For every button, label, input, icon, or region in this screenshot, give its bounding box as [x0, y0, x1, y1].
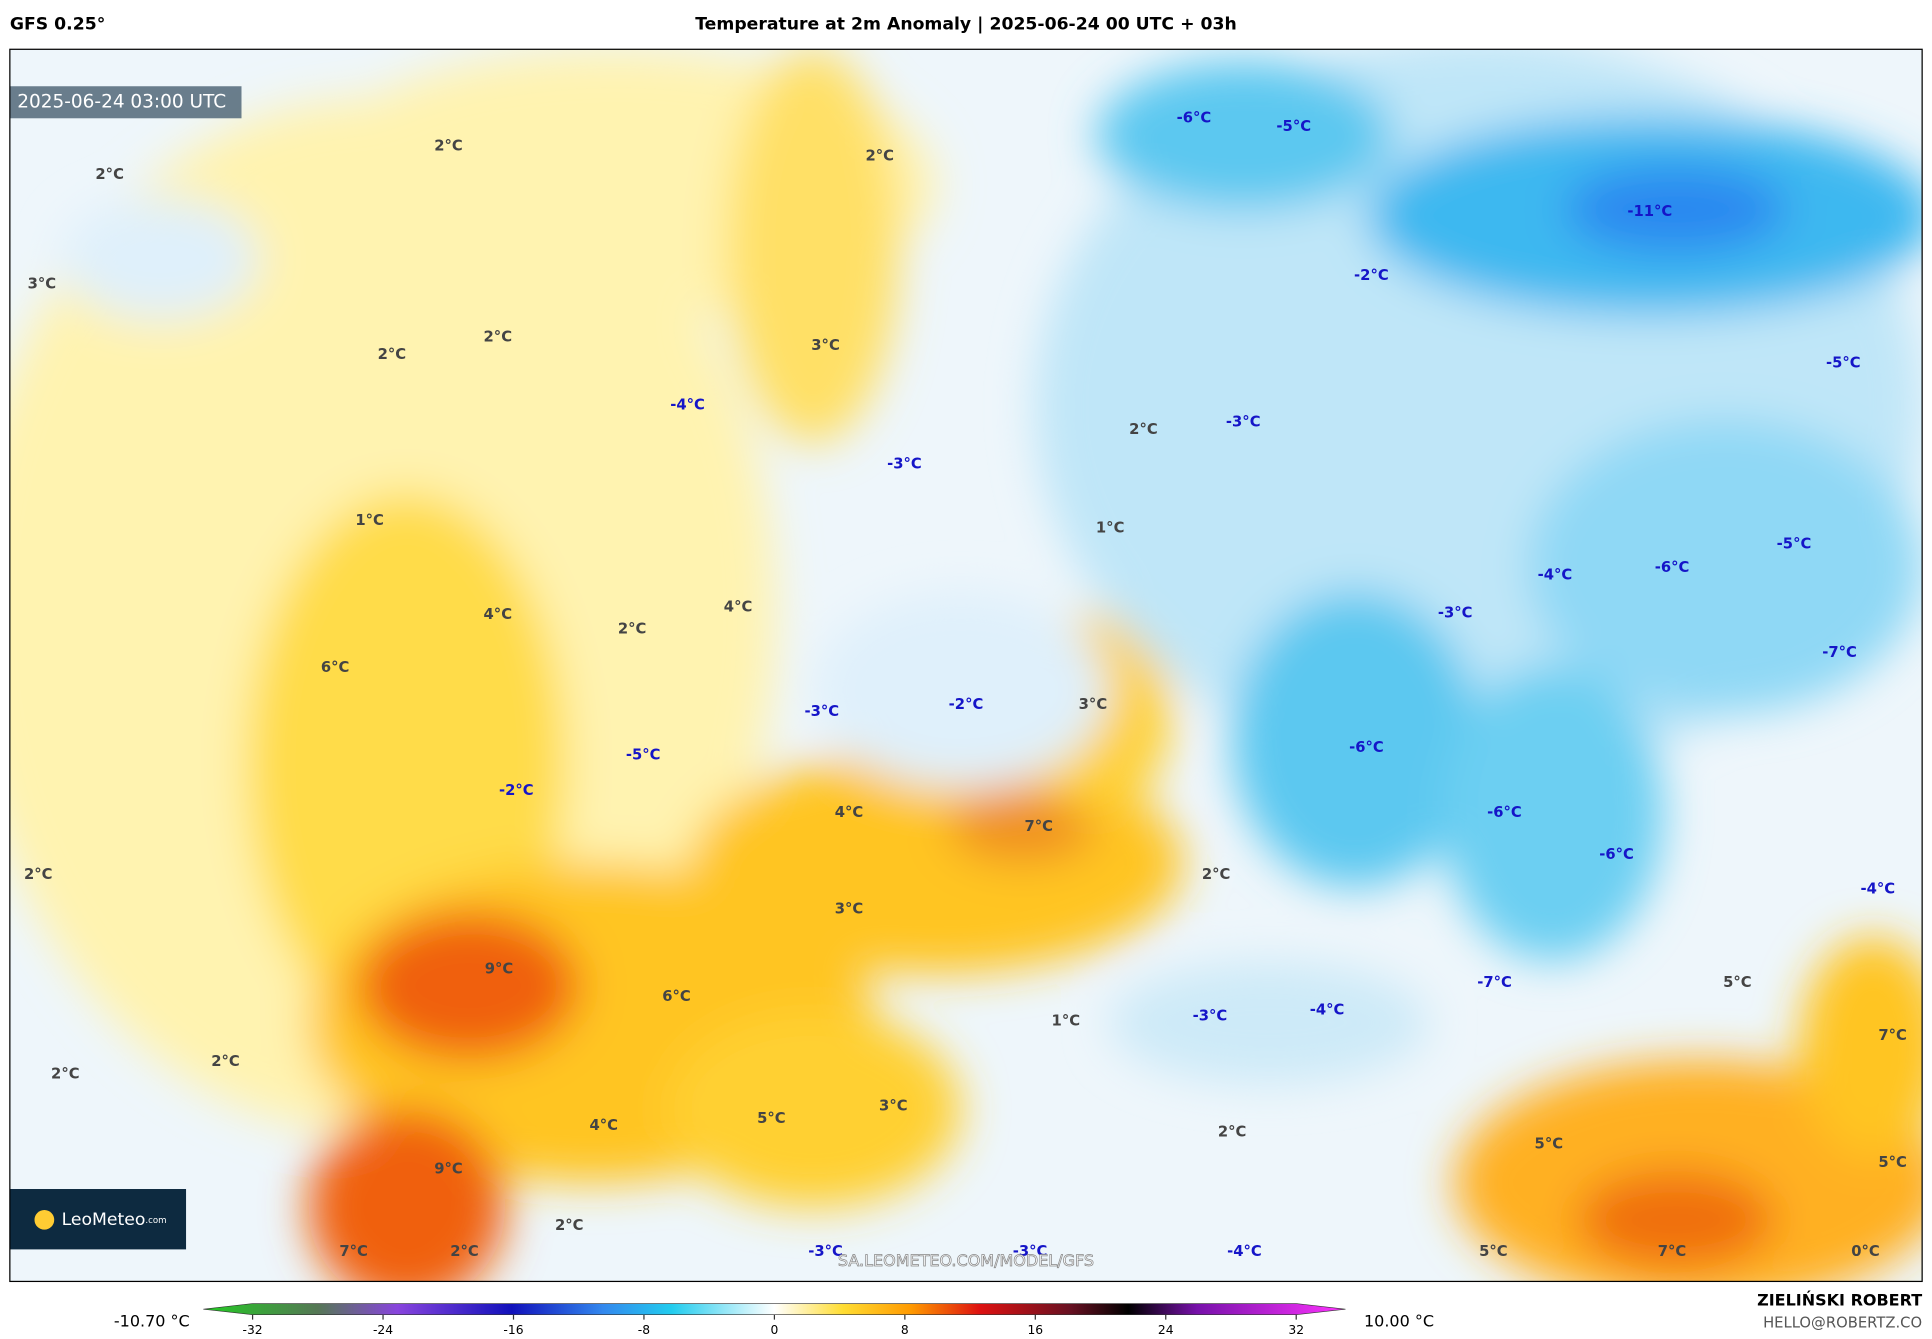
temperature-label: -5°C: [1826, 354, 1861, 371]
valid-time: 2025-06-24 03:00 UTC: [17, 91, 226, 112]
temperature-label: 1°C: [355, 512, 384, 529]
map-frame: [9, 48, 1923, 1283]
temperature-label: 4°C: [835, 804, 864, 821]
temperature-label: -11°C: [1627, 203, 1672, 220]
temperature-label: 3°C: [28, 276, 57, 293]
temperature-label: 3°C: [811, 337, 840, 354]
temperature-label: 3°C: [835, 900, 864, 917]
temperature-label: -5°C: [626, 746, 661, 763]
colorbar-tick-label: -24: [373, 1323, 393, 1337]
temperature-label: -4°C: [670, 396, 705, 413]
map: 2025-06-24 03:00 UTC 2°C2°C3°C2°C2°C3°C2…: [9, 49, 1923, 1282]
temperature-label: -7°C: [1822, 644, 1857, 661]
temperature-label: -6°C: [1599, 846, 1634, 863]
temperature-label: 3°C: [879, 1097, 908, 1114]
temperature-label: 3°C: [1079, 696, 1108, 713]
temperature-label: 2°C: [618, 621, 646, 638]
temperature-label: -4°C: [1227, 1243, 1262, 1260]
temperature-label: -7°C: [1477, 974, 1512, 991]
model-name: GFS 0.25°: [10, 15, 105, 35]
temperature-label: 4°C: [724, 598, 753, 615]
temperature-label: -3°C: [805, 703, 840, 720]
colorbar-tick-label: 32: [1288, 1323, 1304, 1337]
temperature-label: 6°C: [662, 988, 691, 1005]
temperature-label: -2°C: [1354, 267, 1389, 284]
temperature-label: 4°C: [484, 606, 513, 623]
temperature-label: 0°C: [1851, 1243, 1880, 1260]
temperature-label: 2°C: [95, 166, 124, 183]
temperature-label: 2°C: [434, 138, 463, 155]
author: ZIELIŃSKI ROBERT: [1757, 1291, 1922, 1310]
temperature-label: -6°C: [1177, 109, 1212, 126]
temperature-label: 1°C: [1096, 520, 1125, 537]
colorbar-tick-label: 0: [770, 1323, 778, 1337]
temperature-label: -5°C: [1276, 118, 1311, 135]
max-value: 10.00 °C: [1364, 1312, 1434, 1331]
temperature-label: 2°C: [378, 346, 407, 363]
colorbar: -32 -24 -16 -8 0 8 16 24 32: [203, 1303, 1346, 1337]
temperature-label: 5°C: [1535, 1136, 1564, 1153]
temperature-label: -3°C: [1438, 605, 1473, 622]
temperature-label: 7°C: [1878, 1027, 1907, 1044]
temperature-label: 2°C: [484, 329, 513, 346]
temperature-label: 2°C: [1129, 421, 1158, 438]
temperature-label: 2°C: [555, 1217, 584, 1234]
temperature-label: 2°C: [24, 866, 53, 883]
min-value: -10.70 °C: [114, 1312, 190, 1331]
temperature-label: -3°C: [808, 1243, 843, 1260]
colorbar-tick-label: 24: [1158, 1323, 1174, 1337]
temperature-label: -3°C: [887, 456, 922, 473]
temperature-label: 2°C: [1218, 1123, 1247, 1140]
logo-suffix: .com: [145, 1215, 166, 1225]
temperature-label: -5°C: [1777, 536, 1812, 553]
colorbar-tick-label: 8: [901, 1323, 909, 1337]
colorbar-tick-label: -32: [243, 1323, 263, 1337]
temperature-label: 4°C: [589, 1117, 618, 1134]
canvas: GFS 0.25° Temperature at 2m Anomaly | 20…: [9, 15, 1923, 1337]
temperature-label: -2°C: [949, 696, 984, 713]
colorbar-tick-label: 16: [1027, 1323, 1043, 1337]
logo: LeoMeteo.com: [62, 1210, 167, 1230]
temperature-label: 9°C: [434, 1160, 463, 1177]
temperature-label: 6°C: [321, 659, 350, 676]
temperature-label: -3°C: [1193, 1008, 1228, 1025]
temperature-label: -4°C: [1860, 881, 1895, 898]
temperature-label: -6°C: [1655, 559, 1690, 576]
temperature-label: -4°C: [1538, 566, 1573, 583]
temperature-label: -4°C: [1310, 1001, 1345, 1018]
temperature-label: 1°C: [1052, 1012, 1081, 1029]
logo-name: LeoMeteo: [62, 1210, 146, 1230]
watermark: SA.LEOMETEO.COM/MODEL/GFS: [838, 1251, 1094, 1270]
temperature-label: 5°C: [757, 1110, 786, 1127]
temperature-label: 2°C: [51, 1065, 80, 1082]
temperature-label: 2°C: [865, 147, 894, 164]
temperature-label: 2°C: [211, 1053, 240, 1070]
temperature-label: 5°C: [1878, 1154, 1907, 1171]
temperature-labels: 2°C 2°C 3°C 2°C 2°C 3°C 2°C -6°C -5°C -11°C -2°C -5…: [24, 109, 1907, 1260]
email: HELLO@ROBERTZ.CO: [1763, 1314, 1922, 1331]
temperature-label: 5°C: [1479, 1243, 1508, 1260]
temperature-label: -3°C: [1013, 1243, 1048, 1260]
temperature-label: -2°C: [499, 782, 534, 799]
temperature-label: -6°C: [1487, 804, 1522, 821]
temperature-label: 2°C: [450, 1243, 479, 1260]
colorbar-tick-label: -16: [503, 1323, 523, 1337]
temperature-label: 7°C: [339, 1243, 368, 1260]
temperature-label: -3°C: [1226, 414, 1261, 431]
colorbar-tick-label: -8: [638, 1323, 650, 1337]
temperature-label: 7°C: [1024, 818, 1053, 835]
temperature-label: 5°C: [1723, 974, 1752, 991]
temperature-label: -6°C: [1349, 739, 1384, 756]
map-title: Temperature at 2m Anomaly | 2025-06-24 0…: [695, 15, 1237, 35]
temperature-label: 2°C: [1202, 866, 1231, 883]
temperature-label: 7°C: [1658, 1243, 1687, 1260]
colorbar-bar: [203, 1303, 1346, 1316]
temperature-label: 9°C: [485, 961, 514, 978]
